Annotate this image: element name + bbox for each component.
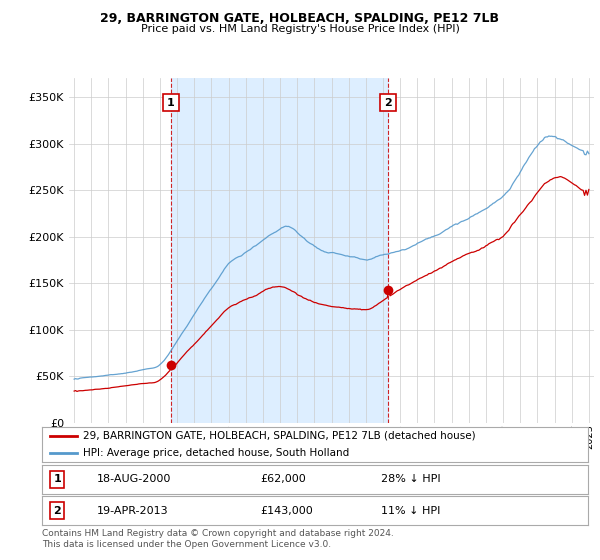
Text: 1: 1 <box>167 97 175 108</box>
Text: 11% ↓ HPI: 11% ↓ HPI <box>380 506 440 516</box>
Text: Contains HM Land Registry data © Crown copyright and database right 2024.
This d: Contains HM Land Registry data © Crown c… <box>42 529 394 549</box>
Text: £62,000: £62,000 <box>260 474 306 484</box>
Bar <box>171 78 388 423</box>
Text: 29, BARRINGTON GATE, HOLBEACH, SPALDING, PE12 7LB (detached house): 29, BARRINGTON GATE, HOLBEACH, SPALDING,… <box>83 431 476 441</box>
Text: HPI: Average price, detached house, South Holland: HPI: Average price, detached house, Sout… <box>83 449 349 458</box>
Text: 2: 2 <box>384 97 392 108</box>
Text: £143,000: £143,000 <box>260 506 313 516</box>
Text: 1: 1 <box>53 474 61 484</box>
Text: 19-APR-2013: 19-APR-2013 <box>97 506 168 516</box>
Text: Price paid vs. HM Land Registry's House Price Index (HPI): Price paid vs. HM Land Registry's House … <box>140 24 460 34</box>
Text: 28% ↓ HPI: 28% ↓ HPI <box>380 474 440 484</box>
Text: 18-AUG-2000: 18-AUG-2000 <box>97 474 171 484</box>
Text: 29, BARRINGTON GATE, HOLBEACH, SPALDING, PE12 7LB: 29, BARRINGTON GATE, HOLBEACH, SPALDING,… <box>101 12 499 25</box>
Text: 2: 2 <box>53 506 61 516</box>
